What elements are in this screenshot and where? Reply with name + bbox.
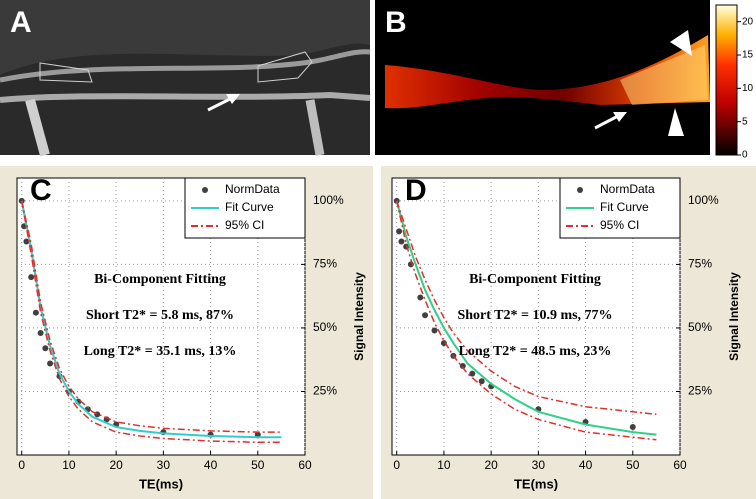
ci-lower xyxy=(395,200,657,441)
y-tick-label: 50% xyxy=(688,320,712,334)
legend-label: NormData xyxy=(225,182,280,196)
fit-curve xyxy=(395,200,657,436)
data-point xyxy=(459,363,466,370)
y-tick-label: 100% xyxy=(688,193,719,207)
x-tick-label: 10 xyxy=(437,458,451,472)
data-point xyxy=(37,330,44,337)
annotation: Bi-Component Fitting xyxy=(94,272,226,287)
annotation: Short T2* = 10.9 ms, 77% xyxy=(457,308,612,323)
x-tick-label: 0 xyxy=(18,458,25,472)
data-point xyxy=(28,274,35,281)
legend-label: Fit Curve xyxy=(225,200,274,214)
legend-label: Fit Curve xyxy=(600,200,649,214)
data-point xyxy=(396,228,403,235)
x-tick-label: 40 xyxy=(579,458,593,472)
x-tick-label: 30 xyxy=(157,458,171,472)
data-point xyxy=(23,238,30,245)
fit-curve xyxy=(20,200,282,439)
panel-label: B xyxy=(385,6,407,39)
data-point xyxy=(422,312,429,319)
x-tick-label: 50 xyxy=(626,458,640,472)
legend-marker xyxy=(577,187,583,193)
data-point xyxy=(417,294,424,301)
data-point xyxy=(42,345,49,352)
ci-lower xyxy=(20,200,282,444)
legend-marker xyxy=(202,187,208,193)
data-point xyxy=(32,309,39,316)
x-tick-label: 60 xyxy=(673,458,687,472)
data-point xyxy=(431,327,438,334)
x-tick-label: 40 xyxy=(204,458,218,472)
colorbar-tick-label: 5 xyxy=(742,116,748,127)
x-axis-label: TE(ms) xyxy=(514,476,558,491)
data-point xyxy=(629,424,636,431)
y-tick-label: 75% xyxy=(313,257,337,271)
colorbar-tick-label: 0 xyxy=(742,150,748,161)
panel-label: D xyxy=(405,174,427,207)
colorbar-tick-label: 20 xyxy=(742,16,754,27)
panel-label: C xyxy=(30,174,52,207)
y-axis-label: Signal Intensity xyxy=(727,272,741,361)
x-tick-label: 20 xyxy=(484,458,498,472)
data-point xyxy=(478,378,485,385)
data-point xyxy=(469,370,476,377)
panel-label: A xyxy=(10,6,32,39)
ci-upper xyxy=(20,200,282,433)
x-tick-label: 60 xyxy=(298,458,312,472)
annotation: Long T2* = 35.1 ms, 13% xyxy=(84,344,237,359)
legend-label: 95% CI xyxy=(225,218,264,232)
y-axis-label: Signal Intensity xyxy=(352,272,366,361)
heat-map xyxy=(375,0,710,155)
colorbar: 0 5 10 15 20 xyxy=(715,4,754,161)
y-tick-label: 50% xyxy=(313,320,337,334)
colorbar-tick-label: 10 xyxy=(742,83,754,94)
legend-label: NormData xyxy=(600,182,655,196)
data-point xyxy=(398,238,405,245)
legend-label: 95% CI xyxy=(600,218,639,232)
ci-upper xyxy=(396,200,657,416)
annotation: Bi-Component Fitting xyxy=(469,272,601,287)
x-tick-label: 30 xyxy=(532,458,546,472)
colorbar-tick-label: 15 xyxy=(742,50,754,61)
x-tick-label: 20 xyxy=(109,458,123,472)
y-tick-label: 100% xyxy=(313,193,344,207)
x-tick-label: 10 xyxy=(62,458,76,472)
y-tick-label: 25% xyxy=(313,384,337,398)
charts: 0 10 20 30 40 50 60 25% 50% 75% 100% TE(ms) Signal I… xyxy=(16,177,741,491)
annotation: Short T2* = 5.8 ms, 87% xyxy=(86,308,234,323)
x-tick-label: 50 xyxy=(251,458,265,472)
data-point xyxy=(47,360,54,367)
y-tick-label: 25% xyxy=(688,384,712,398)
mri-image xyxy=(0,0,371,157)
data-point xyxy=(440,340,447,347)
annotation: Long T2* = 48.5 ms, 23% xyxy=(459,344,612,359)
x-tick-label: 0 xyxy=(393,458,400,472)
x-axis-label: TE(ms) xyxy=(139,476,183,491)
y-tick-label: 75% xyxy=(688,257,712,271)
colorbar-scale xyxy=(715,4,738,156)
